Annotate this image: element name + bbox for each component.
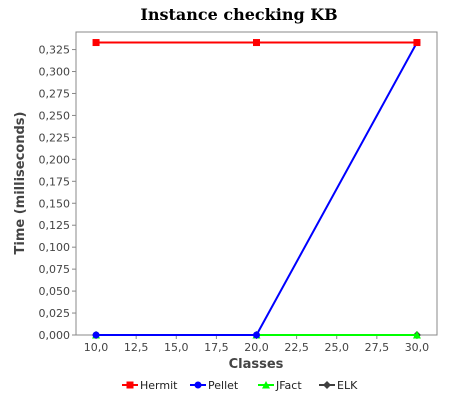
- x-axis-label: Classes: [229, 357, 284, 372]
- legend-marker-pellet: [194, 381, 202, 389]
- x-tick-label: 25,0: [324, 341, 349, 354]
- y-axis: 0,000 0,025 0,050 0,075 0,100 0,125 0,150 0,175…: [39, 44, 76, 342]
- x-tick-label: 30,0: [405, 341, 430, 354]
- x-tick-label: 12,5: [124, 341, 149, 354]
- chart-title: Instance checking KB: [140, 5, 337, 24]
- legend-marker-jfact: [262, 381, 270, 389]
- data-point-hermit: [92, 39, 100, 47]
- legend-marker-elk: [323, 381, 331, 389]
- series-layer: [92, 39, 421, 339]
- x-tick-label: 20,0: [244, 341, 269, 354]
- y-tick-label: 0,150: [39, 197, 71, 210]
- y-tick-label: 0,125: [39, 219, 71, 232]
- y-axis-label: Time (milliseconds): [13, 112, 28, 255]
- legend-marker-hermit: [126, 381, 134, 389]
- y-tick-label: 0,000: [39, 329, 71, 342]
- y-tick-label: 0,325: [39, 44, 71, 57]
- legend-item-jfact: JFact: [258, 379, 302, 392]
- y-tick-label: 0,050: [39, 285, 71, 298]
- legend-label-elk: ELK: [337, 379, 358, 392]
- x-tick-label: 10,0: [84, 341, 109, 354]
- y-tick-label: 0,300: [39, 66, 71, 79]
- data-point-pellet: [92, 331, 100, 339]
- x-tick-label: 15,0: [164, 341, 189, 354]
- x-tick-label: 17,5: [204, 341, 229, 354]
- legend-item-elk: ELK: [319, 379, 358, 392]
- data-point-jfact: [412, 331, 421, 339]
- legend: Hermit Pellet JFact ELK: [122, 379, 358, 392]
- legend-label-pellet: Pellet: [208, 379, 239, 392]
- data-point-hermit: [253, 39, 260, 47]
- x-tick-label: 22,5: [284, 341, 309, 354]
- data-point-pellet: [253, 331, 260, 339]
- y-tick-label: 0,225: [39, 131, 71, 144]
- data-point-hermit: [413, 39, 421, 47]
- legend-item-pellet: Pellet: [190, 379, 239, 392]
- plot-area: [75, 31, 438, 336]
- y-tick-label: 0,175: [39, 175, 71, 188]
- y-tick-label: 0,275: [39, 87, 71, 100]
- legend-item-hermit: Hermit: [122, 379, 178, 392]
- legend-label-hermit: Hermit: [140, 379, 178, 392]
- y-tick-label: 0,075: [39, 263, 71, 276]
- y-tick-label: 0,100: [39, 241, 71, 254]
- x-tick-label: 27,5: [365, 341, 390, 354]
- x-axis: 10,0 12,5 15,0 17,5 20,0 22,5 25,0 27,5 30,0: [84, 335, 429, 354]
- y-tick-label: 0,025: [39, 307, 71, 320]
- y-tick-label: 0,250: [39, 109, 71, 122]
- series-hermit: [92, 39, 421, 47]
- y-tick-label: 0,200: [39, 153, 71, 166]
- legend-label-jfact: JFact: [275, 379, 302, 392]
